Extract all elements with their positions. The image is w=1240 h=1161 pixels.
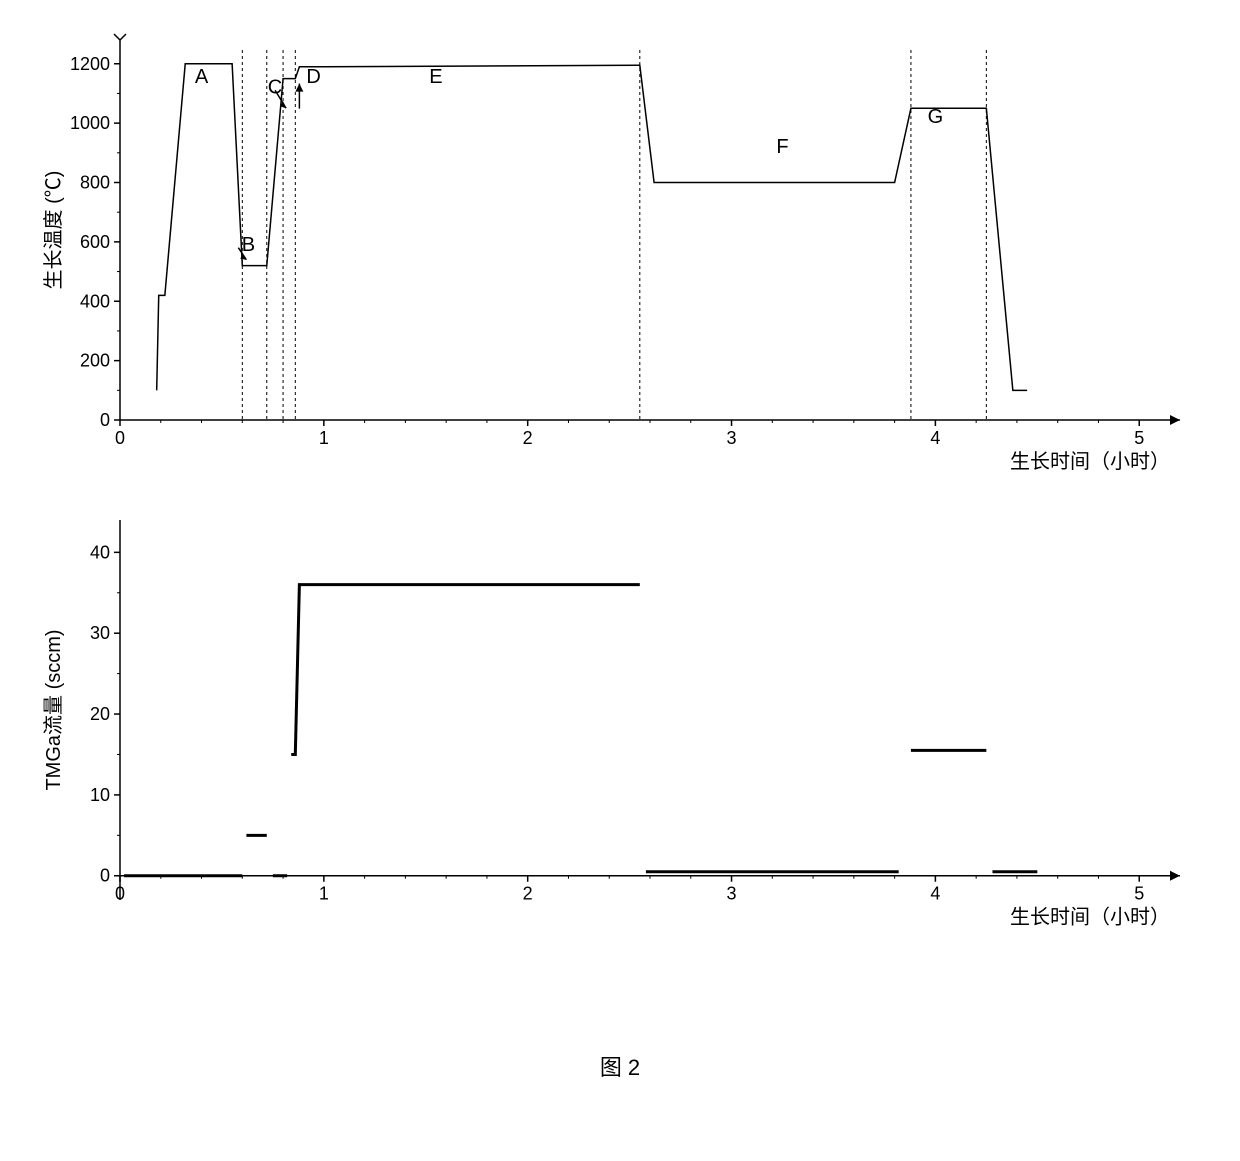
svg-text:B: B [242, 234, 255, 256]
svg-text:800: 800 [80, 173, 110, 193]
svg-text:D: D [306, 66, 320, 88]
svg-text:0: 0 [115, 884, 125, 904]
svg-text:0: 0 [115, 428, 125, 448]
svg-text:生长温度 (℃): 生长温度 (℃) [42, 171, 65, 290]
svg-text:30: 30 [90, 623, 110, 643]
svg-text:2: 2 [523, 428, 533, 448]
svg-text:0: 0 [100, 410, 110, 430]
svg-text:C: C [268, 76, 282, 98]
svg-text:5: 5 [1134, 428, 1144, 448]
svg-text:3: 3 [727, 428, 737, 448]
svg-text:生长时间（小时）: 生长时间（小时） [1010, 450, 1170, 473]
svg-text:生长时间（小时）: 生长时间（小时） [1010, 906, 1170, 929]
svg-text:E: E [429, 66, 442, 88]
svg-text:20: 20 [90, 704, 110, 724]
svg-text:1: 1 [319, 884, 329, 904]
svg-text:40: 40 [90, 542, 110, 562]
svg-text:1000: 1000 [70, 113, 110, 133]
svg-text:10: 10 [90, 785, 110, 805]
svg-text:4: 4 [930, 884, 940, 904]
figure-caption: 图 2 [20, 1050, 1220, 1082]
svg-text:400: 400 [80, 291, 110, 311]
svg-text:G: G [928, 106, 944, 128]
svg-text:0: 0 [100, 866, 110, 886]
svg-text:600: 600 [80, 232, 110, 252]
svg-text:3: 3 [727, 884, 737, 904]
svg-text:5: 5 [1134, 884, 1144, 904]
svg-text:TMGa流量 (sccm): TMGa流量 (sccm) [42, 629, 65, 790]
svg-text:A: A [195, 66, 209, 88]
svg-text:1200: 1200 [70, 54, 110, 74]
svg-text:2: 2 [523, 884, 533, 904]
svg-text:200: 200 [80, 351, 110, 371]
dual-chart-figure: 020040060080010001200012345生长温度 (℃)生长时间（… [20, 20, 1220, 1120]
svg-text:F: F [776, 136, 788, 158]
svg-text:1: 1 [319, 428, 329, 448]
svg-text:4: 4 [930, 428, 940, 448]
chart-svg: 020040060080010001200012345生长温度 (℃)生长时间（… [20, 20, 1220, 1020]
